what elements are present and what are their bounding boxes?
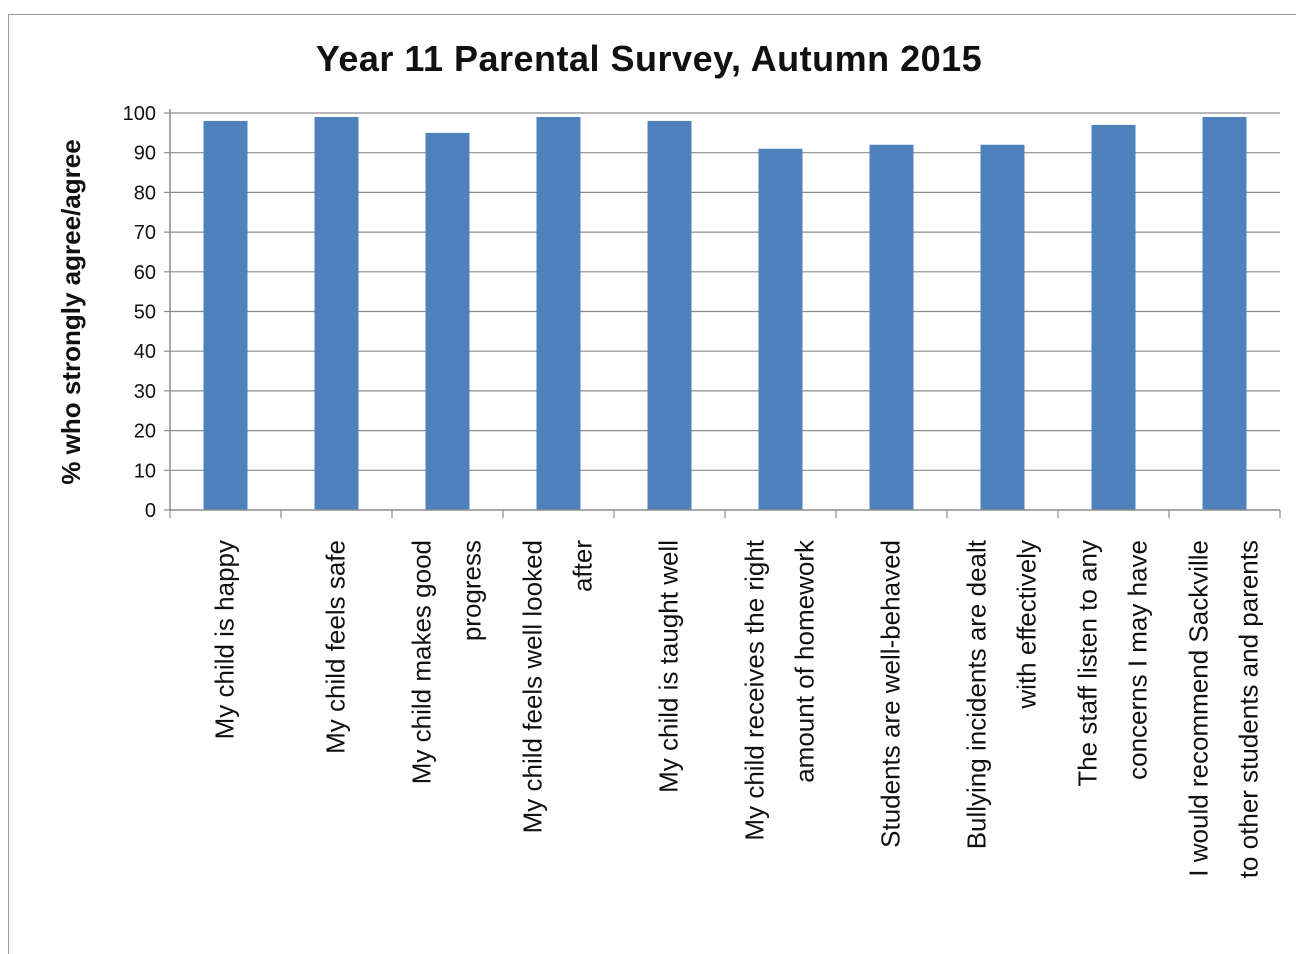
x-tick-label-line: My child receives the right <box>740 539 770 840</box>
x-tick-label-line: I would recommend Sackville <box>1184 540 1214 877</box>
bar <box>1091 124 1136 510</box>
bar <box>425 132 470 510</box>
bar <box>314 116 359 510</box>
x-tick-label-line: My child makes good <box>407 540 437 784</box>
bar <box>1202 116 1247 510</box>
x-tick-label: Bullying incidents are dealt with effecti… <box>962 539 1042 849</box>
bars <box>203 116 1247 511</box>
y-tick-label: 90 <box>134 143 156 165</box>
x-tick-label-line: Students are well-behaved <box>876 540 906 848</box>
x-tick-label-line: My child feels well looked <box>518 540 548 833</box>
bar <box>647 120 692 510</box>
x-tick-label: The staff listen to any concerns I may ha… <box>1073 540 1153 787</box>
x-tick-label-line: progress <box>457 540 487 641</box>
y-tick-label: 0 <box>145 500 156 522</box>
y-tick-label: 40 <box>134 341 156 363</box>
chart-title: Year 11 Parental Survey, Autumn 2015 <box>315 38 983 79</box>
y-tick-label: 50 <box>134 302 156 324</box>
y-tick-label: 100 <box>123 103 156 125</box>
x-tick-label: My child makes good progress <box>407 540 487 784</box>
axes <box>169 109 1281 518</box>
x-tick-label: My child feels well looked after <box>518 540 598 834</box>
x-tick-label-line: with effectively <box>1012 540 1042 710</box>
y-tick-label: 30 <box>134 381 156 403</box>
x-tick-labels: My child is happy My child feels safe My c… <box>210 539 1264 878</box>
x-tick-label: My child feels safe <box>321 540 351 754</box>
y-tick-label: 60 <box>134 262 156 284</box>
bar <box>980 144 1025 510</box>
bar <box>758 148 803 511</box>
x-tick-label: Students are well-behaved <box>876 540 906 848</box>
x-tick-label-line: My child feels safe <box>321 540 351 754</box>
x-tick-label: My child is happy <box>210 540 240 739</box>
chart-frame <box>8 14 1296 954</box>
x-tick-label-line: The staff listen to any <box>1073 540 1103 787</box>
y-tick-labels: 0 10 20 30 40 50 60 70 80 90 100 <box>123 103 156 522</box>
x-tick-label-line: amount of homework <box>790 539 820 783</box>
x-tick-label: My child is taught well <box>654 540 684 793</box>
x-tick-label-line: after <box>568 540 598 592</box>
y-tick-label: 10 <box>134 460 156 482</box>
x-tick-label-line: Bullying incidents are dealt <box>962 539 992 849</box>
y-tick-label: 70 <box>134 222 156 244</box>
y-tick-label: 20 <box>134 421 156 443</box>
bar <box>869 144 914 510</box>
y-axis-label: % who strongly agree/agree <box>56 139 86 484</box>
y-tick-label: 80 <box>134 182 156 204</box>
x-tick-label-line: to other students and parents <box>1234 540 1264 878</box>
x-tick-label-line: My child is happy <box>210 540 240 739</box>
bar <box>536 116 581 510</box>
bar <box>203 120 248 510</box>
x-tick-label: My child receives the right amount of hom… <box>740 539 820 841</box>
x-tick-label-line: My child is taught well <box>654 540 684 793</box>
x-tick-label: I would recommend Sackville to other stud… <box>1184 540 1264 878</box>
x-tick-label-line: concerns I may have <box>1123 540 1153 780</box>
